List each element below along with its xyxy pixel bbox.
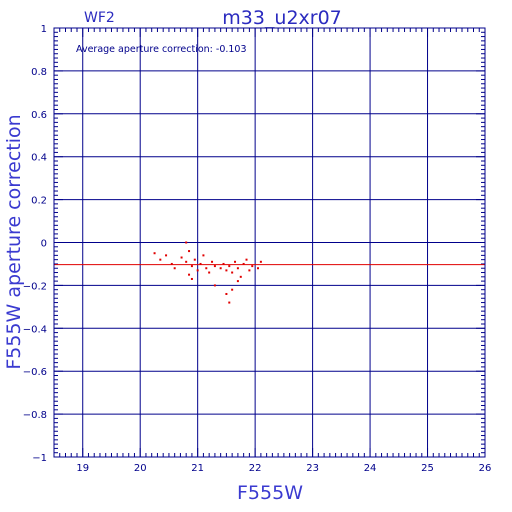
chart-title: m33_u2xr07 <box>222 7 342 29</box>
data-point <box>225 292 228 295</box>
y-tick-label: −0.6 <box>23 367 47 378</box>
y-tick-label: −0.2 <box>23 281 47 292</box>
x-tick-label: 19 <box>76 463 89 474</box>
y-tick-label: 0 <box>41 239 47 250</box>
data-point <box>259 260 262 263</box>
data-point <box>153 252 156 255</box>
x-tick-label: 23 <box>306 463 319 474</box>
data-point <box>208 271 211 274</box>
data-points <box>153 241 262 304</box>
x-tick-label: 20 <box>134 463 147 474</box>
chip-label: WF2 <box>84 10 115 26</box>
data-point <box>170 262 173 265</box>
data-point <box>245 258 248 261</box>
data-point <box>165 254 168 257</box>
data-point <box>199 262 202 265</box>
y-tick-label: 0.6 <box>31 110 47 121</box>
data-point <box>219 267 222 270</box>
data-point <box>202 254 205 257</box>
data-point <box>242 262 245 265</box>
y-tick-labels: −1 −0.8 −0.6 −0.4 −0.2 0 0.2 0.4 0.6 0.8 1 <box>23 24 47 464</box>
x-tick-label: 25 <box>421 463 434 474</box>
y-tick-label: −1 <box>32 453 47 464</box>
x-axis-label: F555W <box>237 482 303 504</box>
data-point <box>228 301 231 304</box>
data-point <box>225 269 228 272</box>
data-point <box>236 280 239 283</box>
y-tick-label: 0.2 <box>31 196 47 207</box>
x-tick-label: 24 <box>364 463 377 474</box>
data-point <box>213 284 216 287</box>
minor-ticks <box>53 27 486 458</box>
data-point <box>231 271 234 274</box>
data-point <box>239 275 242 278</box>
y-tick-label: 0.4 <box>31 153 47 164</box>
data-point <box>193 258 196 261</box>
data-point <box>188 250 191 253</box>
y-tick-label: −0.4 <box>23 324 47 335</box>
x-tick-labels: 19 20 21 22 23 24 25 26 <box>76 463 491 474</box>
data-point <box>173 267 176 270</box>
data-point <box>185 241 188 244</box>
data-point <box>185 260 188 263</box>
data-point <box>257 267 260 270</box>
grid-lines <box>54 28 485 457</box>
data-point <box>222 262 225 265</box>
y-tick-label: 1 <box>41 24 47 35</box>
average-correction-annotation: Average aperture correction: -0.103 <box>76 44 247 55</box>
data-point <box>190 265 193 268</box>
x-tick-label: 26 <box>479 463 492 474</box>
data-point <box>159 258 162 261</box>
data-point <box>190 277 193 280</box>
plot-frame <box>53 27 486 458</box>
data-point <box>213 265 216 268</box>
data-point <box>248 269 251 272</box>
x-tick-label: 22 <box>249 463 262 474</box>
y-tick-label: 0.8 <box>31 67 47 78</box>
data-point <box>228 265 231 268</box>
data-point <box>211 260 214 263</box>
data-point <box>205 267 208 270</box>
data-point <box>234 260 237 263</box>
data-point <box>188 273 191 276</box>
data-point <box>231 288 234 291</box>
x-tick-label: 21 <box>191 463 204 474</box>
data-point <box>180 256 183 259</box>
data-point <box>251 265 254 268</box>
y-axis-label: F555W aperture correction <box>3 114 25 369</box>
y-tick-label: −0.8 <box>23 410 47 421</box>
data-point <box>196 269 199 272</box>
data-point <box>236 267 239 270</box>
